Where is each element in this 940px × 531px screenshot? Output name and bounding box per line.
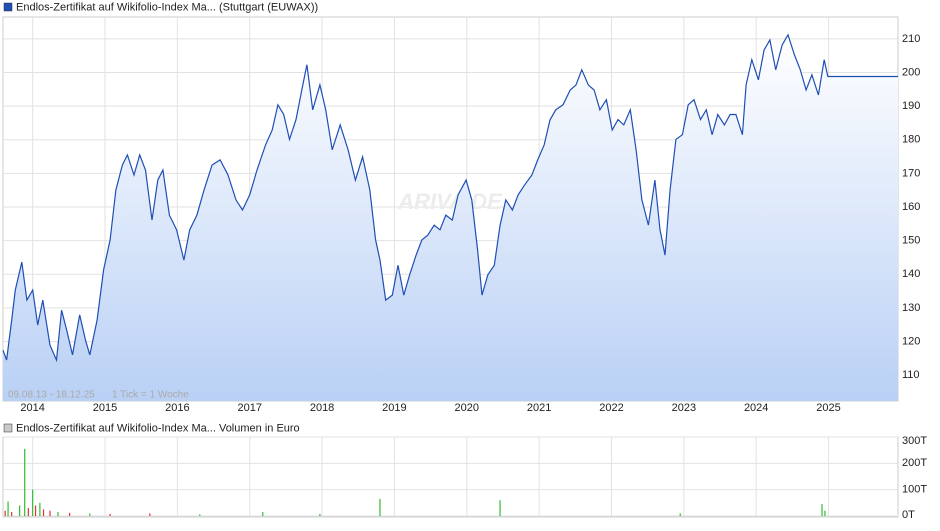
- y-tick-label: 0T: [902, 509, 915, 521]
- volume-bar: [262, 512, 264, 516]
- volume-bar: [499, 500, 501, 516]
- volume-bar: [109, 513, 111, 516]
- volume-bar: [11, 512, 13, 516]
- x-tick-label: 2020: [455, 402, 479, 414]
- volume-bar: [149, 513, 151, 516]
- price-line: [2, 33, 898, 363]
- volume-bar: [319, 513, 321, 516]
- volume-bar: [49, 510, 51, 516]
- volume-bar: [57, 512, 59, 516]
- volume-bar: [42, 509, 45, 516]
- area: [3, 34, 898, 402]
- y-tick-label: 110: [902, 369, 920, 381]
- y-tick-label: 130: [902, 302, 920, 314]
- volume-bar: [19, 505, 21, 516]
- volume-bar: [679, 513, 681, 516]
- x-tick-label: 2023: [672, 402, 696, 414]
- y-tick-label: 140: [902, 268, 920, 280]
- y-tick-label: 120: [902, 335, 920, 347]
- x-tick-label: 2024: [744, 402, 768, 414]
- legend-label: Endlos-Zertifikat auf Wikifolio-Index Ma…: [16, 1, 318, 13]
- y-tick-label: 300T: [902, 435, 927, 447]
- volume-bar: [4, 510, 6, 516]
- x-tick-label: 2022: [599, 402, 623, 414]
- x-tick-label: 2017: [237, 402, 261, 414]
- x-tick-label: 2018: [310, 402, 334, 414]
- volume-bar: [821, 504, 823, 516]
- tick-info: 1 Tick = 1 Woche: [112, 390, 189, 401]
- legend-swatch: [3, 2, 13, 12]
- x-tick-label: 2016: [165, 402, 189, 414]
- legend-swatch: [3, 423, 13, 433]
- y-tick-label: 150: [902, 235, 920, 247]
- x-tick-label: 2021: [527, 402, 551, 414]
- volume-bar: [7, 501, 9, 516]
- volume-bar: [379, 498, 381, 516]
- date-range: 09.08.13 - 18.12.25: [8, 390, 95, 401]
- volume-frame: [2, 436, 899, 518]
- volume-bar: [34, 505, 37, 516]
- y-tick-label: 200T: [902, 457, 927, 469]
- volume-bar: [68, 512, 71, 516]
- volume-bar: [32, 489, 34, 516]
- y-tick-label: 170: [902, 167, 920, 179]
- y-tick-label: 210: [902, 33, 920, 45]
- x-tick-label: 2015: [93, 402, 117, 414]
- y-tick-label: 180: [902, 134, 920, 146]
- y-tick-label: 160: [902, 201, 920, 213]
- x-tick-label: 2019: [382, 402, 406, 414]
- volume-bar: [89, 513, 91, 516]
- volume-bar: [824, 510, 826, 516]
- x-tick-label: 2014: [20, 402, 44, 414]
- x-tick-label: 2025: [816, 402, 840, 414]
- volume-bar: [27, 508, 29, 516]
- y-tick-label: 200: [902, 66, 920, 78]
- y-tick-label: 190: [902, 100, 920, 112]
- volume-bar: [199, 514, 201, 516]
- volume-bar: [39, 502, 41, 516]
- volume-bar: [24, 448, 26, 516]
- watermark: ARIVA.DE: [397, 189, 503, 214]
- y-tick-label: 100T: [902, 484, 927, 496]
- legend-label: Endlos-Zertifikat auf Wikifolio-Index Ma…: [16, 422, 300, 434]
